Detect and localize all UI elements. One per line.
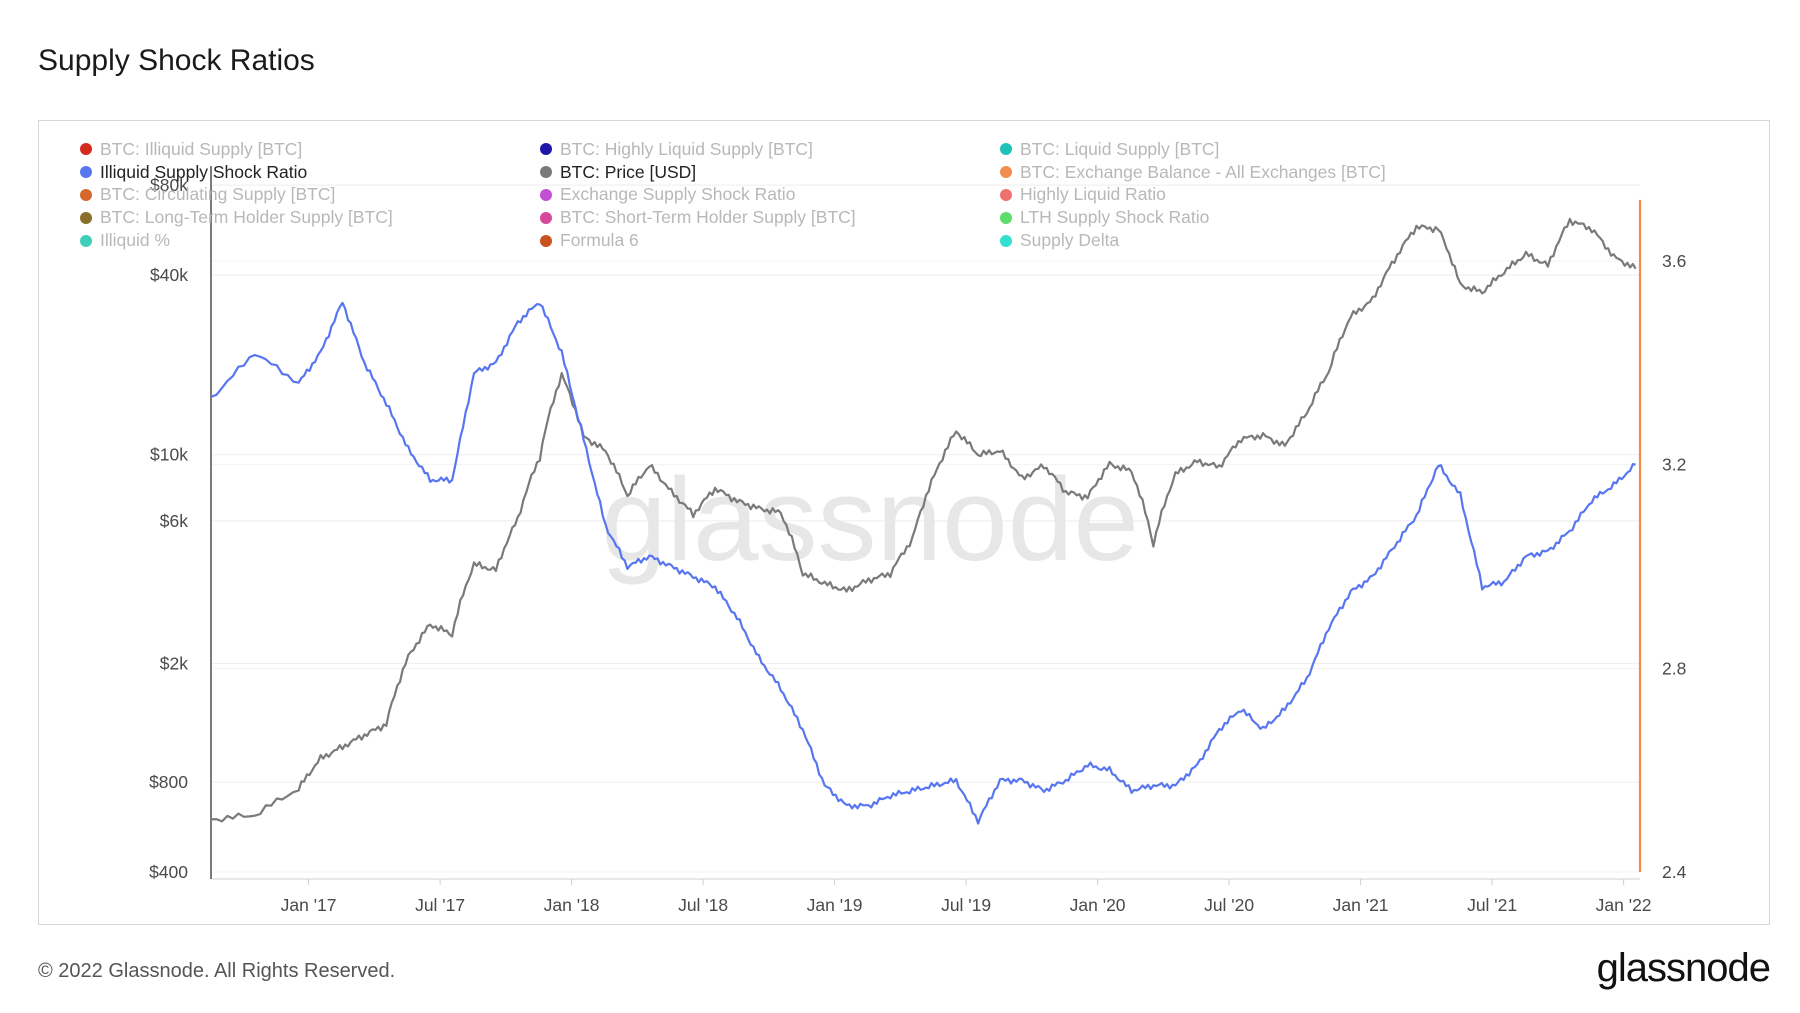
legend-label: Supply Delta (1020, 230, 1120, 251)
legend-label: BTC: Short-Term Holder Supply [BTC] (560, 207, 856, 228)
y-left-tick-label: $80k (150, 175, 188, 195)
chart-legend: BTC: Illiquid Supply [BTC] BTC: Highly Li… (80, 138, 1460, 252)
legend-swatch (1000, 211, 1012, 224)
legend-label: BTC: Long-Term Holder Supply [BTC] (100, 207, 393, 228)
x-tick-label: Jul '19 (941, 895, 991, 915)
legend-item[interactable]: Exchange Supply Shock Ratio (540, 184, 1000, 207)
x-tick-label: Jan '19 (807, 895, 863, 915)
legend-label: Illiquid % (100, 230, 171, 251)
legend-label: BTC: Circulating Supply [BTC] (100, 184, 336, 205)
legend-swatch (540, 211, 552, 224)
legend-label: BTC: Liquid Supply [BTC] (1020, 138, 1220, 159)
legend-item[interactable]: Illiquid % (80, 229, 540, 252)
chart-axes: $400 $800 $2k $6k $10k $40k $80k 2.4 2.8 3.2 3.6 Ja… (149, 166, 1687, 915)
legend-swatch (540, 143, 552, 156)
legend-label: Exchange Supply Shock Ratio (560, 184, 796, 205)
x-tick-label: Jan '20 (1070, 895, 1126, 915)
series-illiquid-supply-shock-ratio-line (210, 301, 1636, 825)
legend-label: BTC: Exchange Balance - All Exchanges [B… (1020, 161, 1386, 182)
x-tick-label: Jul '20 (1204, 895, 1254, 915)
y-right-tick-label: 2.8 (1662, 658, 1686, 678)
legend-swatch (1000, 166, 1012, 179)
y-left-tick-label: $2k (160, 653, 188, 673)
legend-swatch (80, 188, 92, 201)
legend-swatch (540, 234, 552, 247)
legend-label: LTH Supply Shock Ratio (1020, 207, 1210, 228)
y-left-tick-label: $800 (149, 772, 188, 792)
x-tick-label: Jul '17 (415, 895, 465, 915)
x-tick-label: Jul '18 (678, 895, 728, 915)
legend-label: BTC: Price [USD] (560, 161, 697, 182)
legend-swatch (80, 211, 92, 224)
y-right-tick-label: 3.2 (1662, 455, 1686, 475)
legend-item[interactable]: Illiquid Supply Shock Ratio (80, 161, 540, 184)
chart-series (210, 199, 1642, 872)
chart-watermark: glassnode (601, 454, 1139, 586)
glassnode-logo: glassnode (1596, 946, 1771, 990)
series-btc-price-line (210, 217, 1637, 823)
legend-item[interactable]: Formula 6 (540, 229, 1000, 252)
chart-grid (211, 184, 1640, 873)
legend-item[interactable]: LTH Supply Shock Ratio (1000, 206, 1460, 229)
legend-item[interactable]: Highly Liquid Ratio (1000, 184, 1460, 207)
page-title: Supply Shock Ratios (38, 44, 315, 77)
legend-item[interactable]: Supply Delta (1000, 229, 1460, 252)
legend-item[interactable]: BTC: Long-Term Holder Supply [BTC] (80, 206, 540, 229)
x-tick-label: Jan '17 (281, 895, 337, 915)
legend-item[interactable]: BTC: Circulating Supply [BTC] (80, 184, 540, 207)
legend-swatch (540, 188, 552, 201)
legend-swatch (1000, 188, 1012, 201)
legend-label: Highly Liquid Ratio (1020, 184, 1166, 205)
x-tick-label: Jul '21 (1467, 895, 1517, 915)
x-tick-label: Jan '21 (1333, 895, 1389, 915)
y-left-tick-label: $400 (149, 862, 188, 882)
legend-item[interactable]: BTC: Short-Term Holder Supply [BTC] (540, 206, 1000, 229)
legend-label: Illiquid Supply Shock Ratio (100, 161, 308, 182)
legend-swatch (80, 234, 92, 247)
chart-frame (38, 120, 1770, 925)
legend-label: BTC: Highly Liquid Supply [BTC] (560, 138, 813, 159)
legend-item[interactable]: BTC: Liquid Supply [BTC] (1000, 138, 1460, 161)
x-tick-label: Jan '18 (544, 895, 600, 915)
legend-label: BTC: Illiquid Supply [BTC] (100, 138, 303, 159)
legend-item[interactable]: BTC: Highly Liquid Supply [BTC] (540, 138, 1000, 161)
legend-swatch (1000, 234, 1012, 247)
y-left-tick-label: $6k (160, 511, 188, 531)
y-left-tick-label: $40k (150, 265, 188, 285)
legend-swatch (540, 166, 552, 179)
legend-label: Formula 6 (560, 230, 639, 251)
legend-item[interactable]: BTC: Exchange Balance - All Exchanges [B… (1000, 161, 1460, 184)
legend-item[interactable]: BTC: Price [USD] (540, 161, 1000, 184)
y-right-tick-label: 2.4 (1662, 862, 1687, 882)
legend-item[interactable]: BTC: Illiquid Supply [BTC] (80, 138, 540, 161)
footer-copyright: © 2022 Glassnode. All Rights Reserved. (38, 960, 396, 982)
legend-swatch (80, 166, 92, 179)
x-tick-label: Jan '22 (1596, 895, 1652, 915)
y-left-tick-label: $10k (150, 445, 188, 465)
y-right-tick-label: 3.6 (1662, 251, 1686, 271)
legend-swatch (1000, 143, 1012, 156)
legend-swatch (80, 143, 92, 156)
